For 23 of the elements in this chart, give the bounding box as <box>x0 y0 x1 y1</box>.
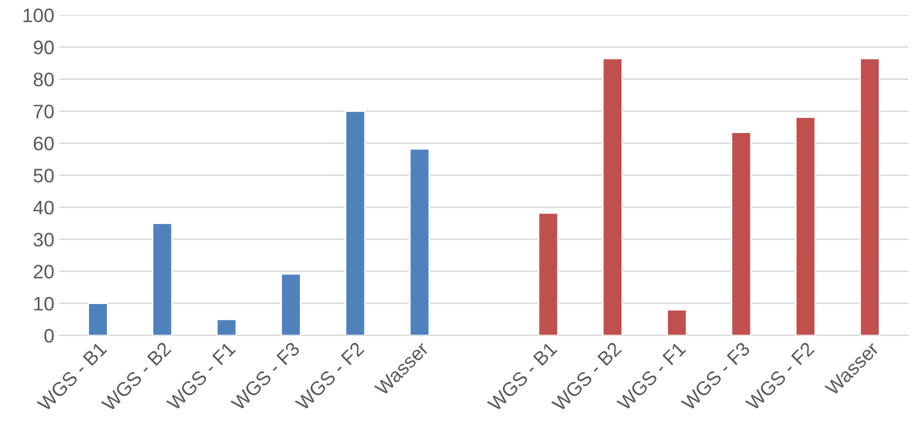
bar <box>280 273 302 336</box>
y-tick-label: 40 <box>33 200 54 214</box>
bar <box>602 58 623 336</box>
bar <box>859 58 880 336</box>
bar <box>538 212 559 336</box>
bar <box>666 309 688 336</box>
bar <box>795 116 816 336</box>
bar <box>730 132 752 336</box>
bar <box>344 110 366 336</box>
y-tick-label: 100 <box>24 8 54 22</box>
y-tick-label: 70 <box>34 104 54 118</box>
bar <box>88 302 108 336</box>
y-tick-label: 30 <box>34 232 54 247</box>
y-tick-label: 20 <box>34 264 54 279</box>
bar <box>216 318 237 336</box>
y-tick-label: 90 <box>34 40 54 54</box>
y-tick-label: 80 <box>34 72 54 86</box>
y-tick-label: 0 <box>44 328 54 343</box>
bar <box>152 222 173 336</box>
y-tick-label: 60 <box>34 136 54 150</box>
y-tick-label: 50 <box>34 168 54 182</box>
y-tick-label: 10 <box>34 296 54 311</box>
bar <box>409 148 430 336</box>
